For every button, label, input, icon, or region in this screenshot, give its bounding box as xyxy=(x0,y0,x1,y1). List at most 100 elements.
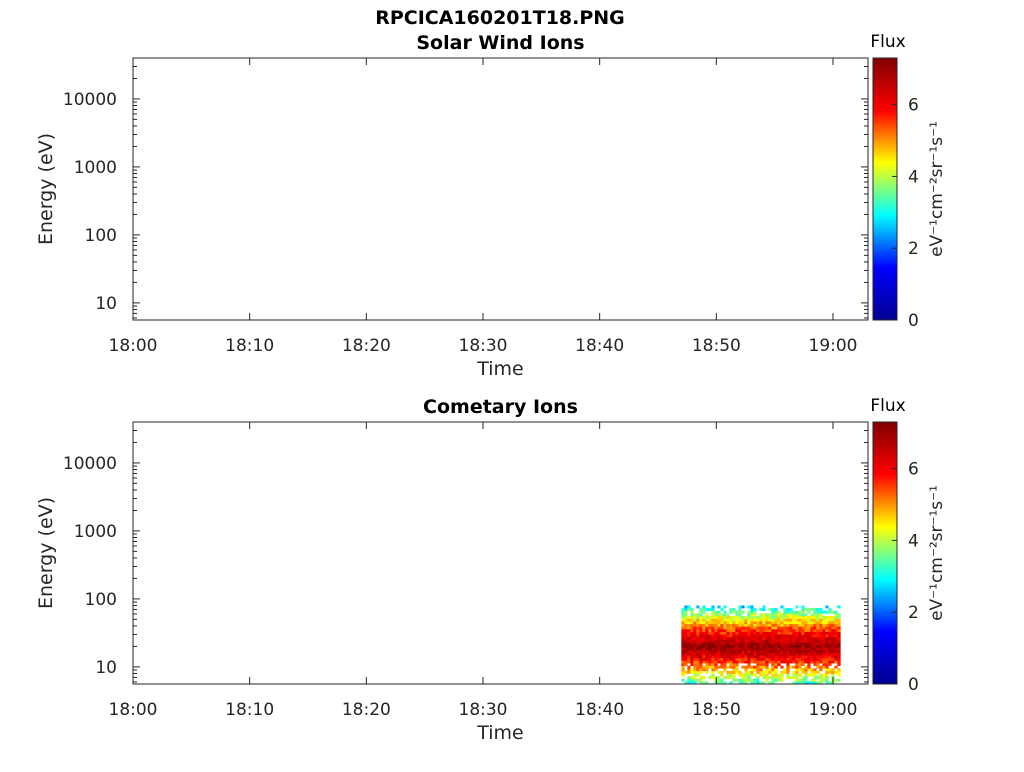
heatmap-cell xyxy=(789,649,793,653)
heatmap-cell xyxy=(690,663,694,666)
heatmap-cell xyxy=(756,615,760,619)
colorbar-tick-label: 6 xyxy=(908,96,919,116)
heatmap-cell xyxy=(822,631,826,635)
heatmap-cell xyxy=(741,610,745,614)
heatmap-cell xyxy=(801,649,805,653)
heatmap-cell xyxy=(837,639,841,643)
heatmap-cell xyxy=(825,631,829,635)
heatmap-cell xyxy=(681,678,685,682)
heatmap-cell xyxy=(735,668,739,672)
heatmap-cell xyxy=(774,615,778,619)
heatmap-cell xyxy=(699,626,703,630)
heatmap-cell xyxy=(795,652,799,656)
heatmap-cell xyxy=(768,623,772,627)
heatmap-cell xyxy=(702,626,706,630)
heatmap-cell xyxy=(834,618,838,622)
heatmap-cell xyxy=(759,681,763,685)
heatmap-cell xyxy=(801,644,805,648)
heatmap-cell xyxy=(723,663,727,666)
heatmap-cell xyxy=(750,636,754,640)
heatmap-cell xyxy=(783,649,787,653)
heatmap-cell xyxy=(756,623,760,627)
heatmap-cell xyxy=(825,634,829,638)
heatmap-cell xyxy=(723,610,727,614)
heatmap-cell xyxy=(774,608,778,612)
heatmap-cell xyxy=(747,642,751,646)
heatmap-cell xyxy=(777,663,781,666)
heatmap-cell xyxy=(828,631,832,635)
heatmap-cell xyxy=(735,634,739,638)
heatmap-cell xyxy=(765,626,769,630)
heatmap-cell xyxy=(783,608,787,612)
heatmap-cell xyxy=(780,655,784,659)
heatmap-cell xyxy=(732,615,736,619)
heatmap-cell xyxy=(810,629,814,632)
heatmap-cell xyxy=(690,670,694,674)
heatmap-cell xyxy=(759,665,763,669)
heatmap-cell xyxy=(792,670,796,674)
heatmap-cell xyxy=(810,657,814,661)
heatmap-cell xyxy=(801,668,805,672)
heatmap-cell xyxy=(699,621,703,625)
heatmap-cell xyxy=(768,621,772,625)
heatmap-cell xyxy=(735,623,739,627)
heatmap-cell xyxy=(789,647,793,651)
heatmap-cell xyxy=(717,670,721,674)
heatmap-cell xyxy=(717,642,721,646)
heatmap-cell xyxy=(717,634,721,638)
heatmap-cell xyxy=(804,615,808,619)
heatmap-cell xyxy=(762,634,766,638)
heatmap-cell xyxy=(717,621,721,625)
heatmap-cell xyxy=(693,634,697,638)
heatmap-cell xyxy=(738,657,742,661)
heatmap-cell xyxy=(828,670,832,674)
heatmap-cell xyxy=(822,652,826,656)
heatmap-cell xyxy=(750,639,754,643)
heatmap-cell xyxy=(747,605,751,609)
x-tick-label: 18:30 xyxy=(459,336,508,356)
heatmap-cell xyxy=(783,652,787,656)
heatmap-cell xyxy=(825,681,829,685)
heatmap-cell xyxy=(714,665,718,669)
heatmap-cell xyxy=(801,678,805,682)
heatmap-cell xyxy=(831,647,835,651)
heatmap-cell xyxy=(711,663,715,666)
heatmap-cell xyxy=(735,670,739,674)
heatmap-cell xyxy=(828,639,832,643)
heatmap-cell xyxy=(696,673,700,677)
heatmap-cell xyxy=(723,647,727,651)
heatmap-cell xyxy=(810,670,814,674)
heatmap-cell xyxy=(804,655,808,659)
heatmap-cell xyxy=(822,615,826,619)
heatmap-cell xyxy=(837,621,841,625)
heatmap-cell xyxy=(744,642,748,646)
heatmap-cell xyxy=(765,631,769,635)
heatmap-cell xyxy=(798,681,802,685)
heatmap-cell xyxy=(768,655,772,659)
heatmap-cell xyxy=(714,655,718,659)
heatmap-cell xyxy=(828,615,832,619)
heatmap-cell xyxy=(711,610,715,614)
heatmap-cell xyxy=(777,613,781,617)
heatmap-cell xyxy=(834,639,838,643)
heatmap-cell xyxy=(777,644,781,648)
heatmap-cell xyxy=(771,644,775,648)
heatmap-cell xyxy=(774,618,778,622)
heatmap-cell xyxy=(813,649,817,653)
heatmap-cell xyxy=(792,623,796,627)
heatmap-cell xyxy=(717,644,721,648)
heatmap-cell xyxy=(708,647,712,651)
heatmap-cell xyxy=(732,644,736,648)
heatmap-cell xyxy=(813,634,817,638)
heatmap-cell xyxy=(831,610,835,614)
heatmap-cell xyxy=(702,644,706,648)
heatmap-cell xyxy=(810,642,814,646)
heatmap-cell xyxy=(786,610,790,614)
heatmap-cell xyxy=(681,623,685,627)
heatmap-cell xyxy=(729,631,733,635)
heatmap-cell xyxy=(723,665,727,669)
heatmap-cell xyxy=(753,615,757,619)
heatmap-cell xyxy=(741,665,745,669)
heatmap-cell xyxy=(726,636,730,640)
heatmap-cell xyxy=(780,644,784,648)
